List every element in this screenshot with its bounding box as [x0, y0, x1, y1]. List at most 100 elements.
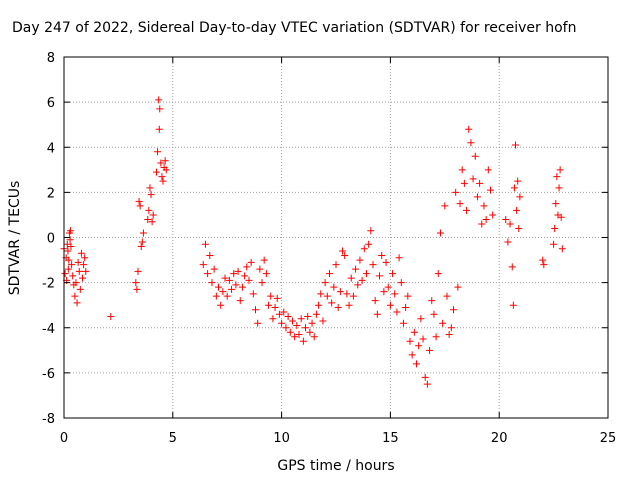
- data-point: [323, 292, 331, 300]
- data-point: [354, 281, 362, 289]
- data-point: [312, 310, 320, 318]
- x-axis-label: GPS time / hours: [277, 458, 394, 474]
- data-point: [201, 240, 209, 248]
- data-point: [310, 333, 318, 341]
- data-point: [199, 261, 207, 269]
- data-point: [138, 238, 146, 246]
- data-point: [415, 342, 423, 350]
- data-point: [402, 303, 410, 311]
- data-point: [217, 301, 225, 309]
- data-point: [69, 272, 77, 280]
- data-point: [155, 125, 163, 133]
- data-point: [82, 267, 90, 275]
- data-point: [295, 331, 303, 339]
- data-point: [339, 247, 347, 255]
- y-tick-label: 4: [47, 141, 55, 156]
- y-tick-label: 2: [47, 186, 55, 201]
- data-point: [297, 315, 305, 323]
- data-point: [238, 283, 246, 291]
- data-point: [249, 290, 257, 298]
- data-point: [66, 236, 74, 244]
- data-point: [376, 272, 384, 280]
- data-point: [456, 200, 464, 208]
- data-point: [251, 306, 259, 314]
- data-point: [336, 288, 344, 296]
- data-point: [454, 283, 462, 291]
- data-point: [489, 211, 497, 219]
- data-point: [107, 312, 115, 320]
- data-point: [132, 279, 140, 287]
- data-point: [515, 224, 523, 232]
- data-point: [330, 283, 338, 291]
- data-point: [232, 281, 240, 289]
- data-point: [410, 328, 418, 336]
- data-point: [516, 193, 524, 201]
- data-point: [321, 279, 329, 287]
- data-point: [465, 125, 473, 133]
- axis-ticks: 0 5 10 15 20 25 -8 -6 -4 -2 0 2 4 6 8: [42, 51, 616, 446]
- data-point: [341, 252, 349, 260]
- data-point: [553, 173, 561, 181]
- data-point: [436, 229, 444, 237]
- data-point: [428, 297, 436, 305]
- data-point: [258, 279, 266, 287]
- data-point: [228, 285, 236, 293]
- data-point: [221, 274, 229, 282]
- data-point: [144, 215, 152, 223]
- data-point: [471, 152, 479, 160]
- data-point: [206, 252, 214, 260]
- data-point: [208, 279, 216, 287]
- data-point: [159, 177, 167, 185]
- data-point: [71, 292, 79, 300]
- data-point: [262, 270, 270, 278]
- data-point: [434, 270, 442, 278]
- data-point: [212, 292, 220, 300]
- data-point: [223, 292, 231, 300]
- data-point: [299, 337, 307, 345]
- data-point: [476, 179, 484, 187]
- data-point: [360, 245, 368, 253]
- data-point: [161, 157, 169, 165]
- data-point: [157, 159, 165, 167]
- y-tick-label: 0: [47, 232, 55, 247]
- data-point: [210, 265, 218, 273]
- data-point: [256, 265, 264, 273]
- data-point: [452, 188, 460, 196]
- data-point: [325, 270, 333, 278]
- y-tick-label: 6: [47, 96, 55, 111]
- data-point: [74, 258, 82, 266]
- data-point: [450, 306, 458, 314]
- data-point: [245, 276, 253, 284]
- data-point: [68, 261, 76, 269]
- data-point: [369, 261, 377, 269]
- data-point: [347, 274, 355, 282]
- data-point: [61, 270, 69, 278]
- data-point: [399, 319, 407, 327]
- y-tick-label: -8: [42, 412, 55, 427]
- data-point: [397, 279, 405, 287]
- data-point: [155, 96, 163, 104]
- data-point: [557, 213, 565, 221]
- data-point: [510, 184, 518, 192]
- data-point: [332, 261, 340, 269]
- data-point: [65, 256, 73, 264]
- data-point: [147, 191, 155, 199]
- data-point: [137, 243, 145, 251]
- x-tick-label: 10: [273, 431, 290, 446]
- data-point: [308, 319, 316, 327]
- data-point: [365, 240, 373, 248]
- data-point: [540, 261, 548, 269]
- data-point: [460, 179, 468, 187]
- data-point: [154, 148, 162, 156]
- data-point: [478, 220, 486, 228]
- data-point: [288, 317, 296, 325]
- data-point: [391, 290, 399, 298]
- data-point: [243, 263, 251, 271]
- data-point: [380, 288, 388, 296]
- data-point: [286, 328, 294, 336]
- data-point: [234, 267, 242, 275]
- data-point: [550, 240, 558, 248]
- data-point: [219, 288, 227, 296]
- data-point: [486, 186, 494, 194]
- data-point: [443, 292, 451, 300]
